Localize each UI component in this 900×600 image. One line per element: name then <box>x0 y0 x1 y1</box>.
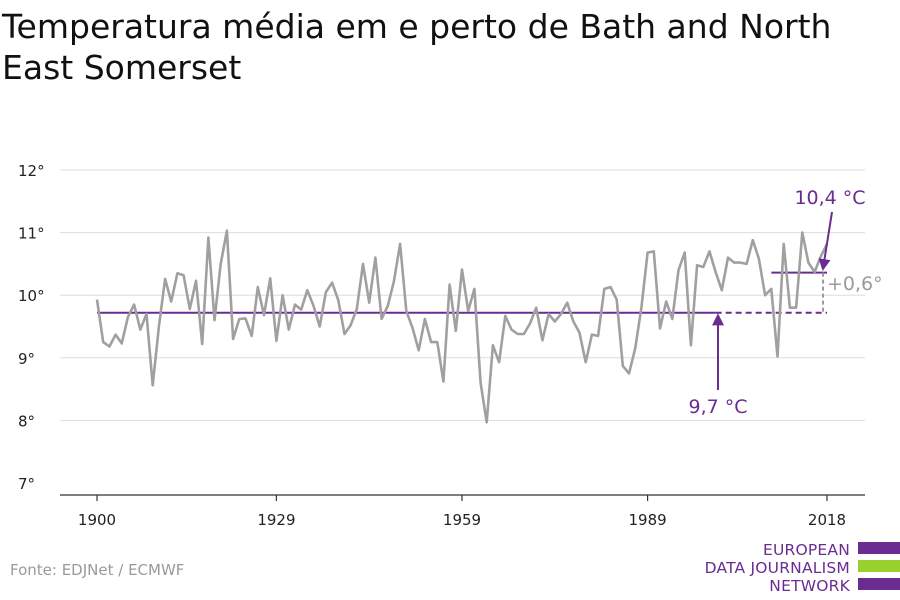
series-group <box>95 229 829 424</box>
source-note: Fonte: EDJNet / ECMWF <box>10 561 185 579</box>
logo-line-european: EUROPEAN <box>762 541 850 559</box>
y-tick-label: 11° <box>18 225 45 243</box>
temperature-series-line <box>95 229 829 424</box>
logo-bar-bottom <box>858 578 900 590</box>
y-tick-label: 7° <box>18 475 35 493</box>
x-axis: 1900 1929 1959 1989 2018 <box>60 494 865 529</box>
y-tick-label: 12° <box>18 162 45 180</box>
x-tick-label: 1929 <box>257 511 295 529</box>
edjnet-logo: EUROPEAN DATA JOURNALISM NETWORK <box>700 540 900 596</box>
chart-title: Temperatura média em e perto de Bath and… <box>2 7 832 87</box>
x-tick-label: 1959 <box>443 511 481 529</box>
y-tick-label: 9° <box>18 350 35 368</box>
x-tick-label: 2018 <box>808 511 846 529</box>
arrow-recent <box>818 211 833 272</box>
logo-line-network: NETWORK <box>769 577 850 595</box>
logo-bar-top <box>858 542 900 554</box>
annotations: 9,7 °C 10,4 °C +0,6° <box>688 187 882 418</box>
annotation-long-term: 9,7 °C <box>688 396 747 418</box>
x-tick-label: 1900 <box>78 511 116 529</box>
x-tick-label: 1989 <box>628 511 666 529</box>
y-tick-label: 10° <box>18 287 45 305</box>
logo-bar-middle <box>858 560 900 572</box>
annotation-recent: 10,4 °C <box>794 187 865 209</box>
y-axis-ticks: 7° 8° 9° 10° 11° 12° <box>18 162 45 493</box>
grid-lines <box>60 169 865 421</box>
delta-label: +0,6° <box>827 273 883 295</box>
logo-line-data-journalism: DATA JOURNALISM <box>704 559 850 577</box>
y-tick-label: 8° <box>18 412 35 430</box>
